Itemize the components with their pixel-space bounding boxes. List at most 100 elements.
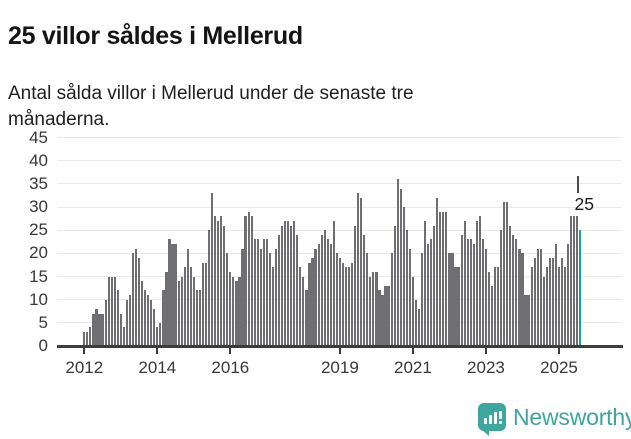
bar [560, 257, 564, 346]
bar [524, 295, 527, 346]
bar [314, 248, 317, 346]
bar [171, 244, 174, 346]
gridline [57, 137, 622, 139]
bar [89, 327, 92, 346]
bar [442, 211, 445, 346]
bar [241, 248, 244, 346]
bar [457, 267, 460, 346]
bar [448, 253, 451, 346]
bar [265, 239, 268, 346]
bar [232, 276, 235, 346]
bar [211, 193, 214, 346]
logo-bar-icon [489, 415, 492, 424]
bar [317, 244, 320, 346]
bar [509, 225, 512, 346]
bar [433, 225, 436, 346]
bar [539, 248, 542, 346]
bar [487, 271, 491, 346]
logo-bar-icon [494, 412, 497, 424]
bar [536, 248, 539, 346]
bar [238, 276, 241, 346]
x-axis-tick-label: 2014 [138, 358, 177, 377]
bar [445, 211, 448, 346]
bar [180, 276, 183, 346]
bar [451, 253, 454, 346]
bar [162, 290, 165, 346]
bar [335, 253, 338, 346]
bar [463, 220, 466, 346]
bar [563, 267, 567, 346]
y-axis-tick-label: 15 [29, 266, 48, 286]
highlighted-bar [579, 230, 582, 346]
bar [101, 313, 104, 346]
bar [427, 244, 430, 346]
bar [284, 220, 287, 346]
y-axis-tick-label: 30 [29, 197, 48, 217]
bar [250, 216, 253, 346]
bar [204, 262, 208, 346]
bar [512, 234, 515, 346]
bar [424, 220, 427, 346]
bar [122, 327, 125, 346]
y-axis-tick-label: 35 [29, 173, 48, 193]
bar [214, 216, 217, 346]
bar [253, 239, 256, 346]
bar [381, 295, 384, 346]
bar [186, 248, 189, 346]
bar [542, 276, 545, 346]
bar [244, 216, 247, 346]
bar [466, 239, 469, 346]
bar [469, 239, 472, 346]
bar [372, 271, 375, 346]
bar [478, 216, 481, 346]
bar [411, 276, 415, 346]
bar [497, 267, 500, 346]
bar [533, 257, 536, 346]
x-axis-tick [411, 348, 414, 354]
bar [567, 244, 570, 346]
bar [332, 220, 335, 346]
bar [311, 257, 314, 346]
bar [369, 276, 372, 346]
bar [557, 267, 561, 346]
bar [287, 220, 290, 346]
bar [530, 267, 533, 346]
bar [484, 248, 488, 346]
bar [277, 234, 281, 346]
y-axis-tick-label: 5 [38, 312, 48, 332]
bar [305, 290, 308, 346]
bar [387, 285, 390, 346]
bar [430, 239, 433, 346]
x-axis-tick-label: 2025 [540, 358, 578, 377]
bar [384, 285, 387, 346]
bar [518, 248, 521, 346]
bar [131, 253, 135, 346]
bar [293, 220, 296, 346]
bar [500, 230, 503, 346]
bar [296, 234, 299, 346]
bar [414, 299, 418, 346]
x-axis-tick [83, 348, 86, 354]
bar [189, 267, 192, 346]
bar [134, 248, 138, 346]
bar [375, 271, 378, 346]
bar [490, 285, 494, 346]
y-axis-tick-label: 0 [38, 336, 48, 355]
bar [460, 234, 463, 346]
bar [338, 257, 341, 346]
bar [207, 230, 211, 346]
bar [150, 299, 153, 346]
bar [344, 267, 348, 346]
logo-bar-icon [484, 418, 487, 424]
y-axis-tick-label: 25 [29, 220, 48, 240]
bar [259, 248, 262, 346]
bar [183, 267, 186, 346]
bar [527, 295, 530, 346]
x-axis-tick [229, 348, 232, 354]
bar [454, 267, 457, 346]
bar [247, 211, 250, 346]
bar [323, 230, 326, 346]
bar [360, 197, 363, 346]
bar [551, 257, 554, 346]
bar [521, 253, 524, 346]
